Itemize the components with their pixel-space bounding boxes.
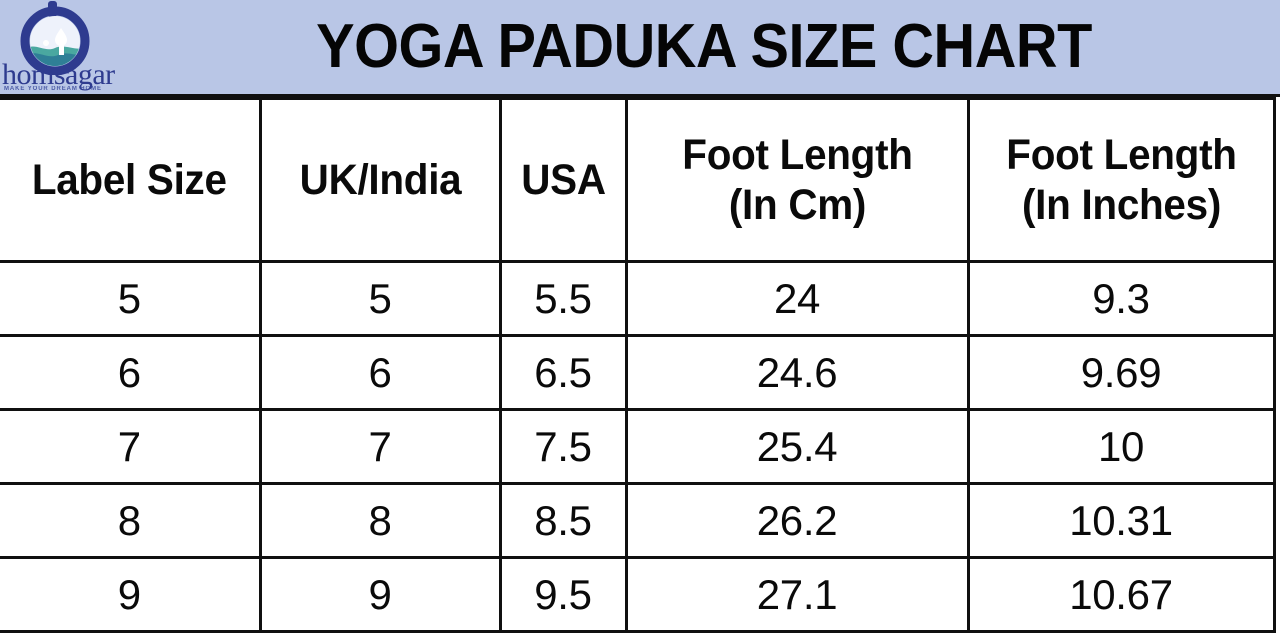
cell-foot-length-inches: 10.67 bbox=[966, 556, 1276, 633]
cell-foot-length-inches: 9.3 bbox=[966, 260, 1276, 337]
cell-usa: 5.5 bbox=[498, 260, 628, 337]
cell-label-size: 8 bbox=[0, 482, 262, 559]
column-header-foot-length-cm-line1: Foot Length bbox=[681, 131, 913, 179]
cell-foot-length-inches: 10 bbox=[966, 408, 1276, 485]
table-row: 7 7 7.5 25.4 10 bbox=[0, 408, 1276, 485]
column-header-foot-length-inches: Foot Length (In Inches) bbox=[966, 97, 1276, 263]
size-chart-table: Label Size UK/India USA Foot Length (In … bbox=[0, 97, 1276, 633]
cell-foot-length-cm: 27.1 bbox=[624, 556, 970, 633]
table-row: 9 9 9.5 27.1 10.67 bbox=[0, 556, 1276, 633]
cell-foot-length-inches: 9.69 bbox=[966, 334, 1276, 411]
cell-foot-length-cm: 24.6 bbox=[624, 334, 970, 411]
chart-header-band: homsagar MAKE YOUR DREAM HOME YOGA PADUK… bbox=[0, 0, 1280, 97]
table-row: 5 5 5.5 24 9.3 bbox=[0, 260, 1276, 337]
cell-foot-length-cm: 26.2 bbox=[624, 482, 970, 559]
table-row: 8 8 8.5 26.2 10.31 bbox=[0, 482, 1276, 559]
column-header-label-size-line1: Label Size bbox=[31, 156, 227, 204]
cell-label-size: 9 bbox=[0, 556, 262, 633]
brand-logo: homsagar MAKE YOUR DREAM HOME bbox=[2, 0, 130, 97]
column-header-usa-line1: USA bbox=[520, 156, 606, 204]
cell-usa: 6.5 bbox=[498, 334, 628, 411]
table-row: 6 6 6.5 24.6 9.69 bbox=[0, 334, 1276, 411]
cell-foot-length-cm: 25.4 bbox=[624, 408, 970, 485]
cell-label-size: 5 bbox=[0, 260, 262, 337]
column-header-label-size: Label Size bbox=[0, 97, 262, 263]
cell-uk-india: 6 bbox=[258, 334, 502, 411]
cell-usa: 7.5 bbox=[498, 408, 628, 485]
water-drop-circle-logo-icon bbox=[18, 1, 92, 76]
cell-uk-india: 9 bbox=[258, 556, 502, 633]
column-header-foot-length-cm: Foot Length (In Cm) bbox=[624, 97, 970, 263]
cell-uk-india: 8 bbox=[258, 482, 502, 559]
cell-usa: 9.5 bbox=[498, 556, 628, 633]
cell-label-size: 7 bbox=[0, 408, 262, 485]
column-header-foot-length-inches-line2: (In Inches) bbox=[1021, 181, 1221, 229]
column-header-foot-length-cm-line2: (In Cm) bbox=[728, 181, 866, 229]
column-header-uk-india-line1: UK/India bbox=[299, 156, 461, 204]
cell-label-size: 6 bbox=[0, 334, 262, 411]
column-header-uk-india: UK/India bbox=[258, 97, 502, 263]
cell-uk-india: 5 bbox=[258, 260, 502, 337]
column-header-foot-length-inches-line1: Foot Length bbox=[1005, 131, 1237, 179]
cell-uk-india: 7 bbox=[258, 408, 502, 485]
brand-tagline: MAKE YOUR DREAM HOME bbox=[4, 86, 102, 92]
brand-wordmark: homsagar bbox=[2, 58, 115, 91]
column-header-usa: USA bbox=[498, 97, 628, 263]
table-header-row: Label Size UK/India USA Foot Length (In … bbox=[0, 97, 1276, 263]
cell-usa: 8.5 bbox=[498, 482, 628, 559]
cell-foot-length-inches: 10.31 bbox=[966, 482, 1276, 559]
cell-foot-length-cm: 24 bbox=[624, 260, 970, 337]
page-title: YOGA PADUKA SIZE CHART bbox=[316, 12, 1092, 81]
